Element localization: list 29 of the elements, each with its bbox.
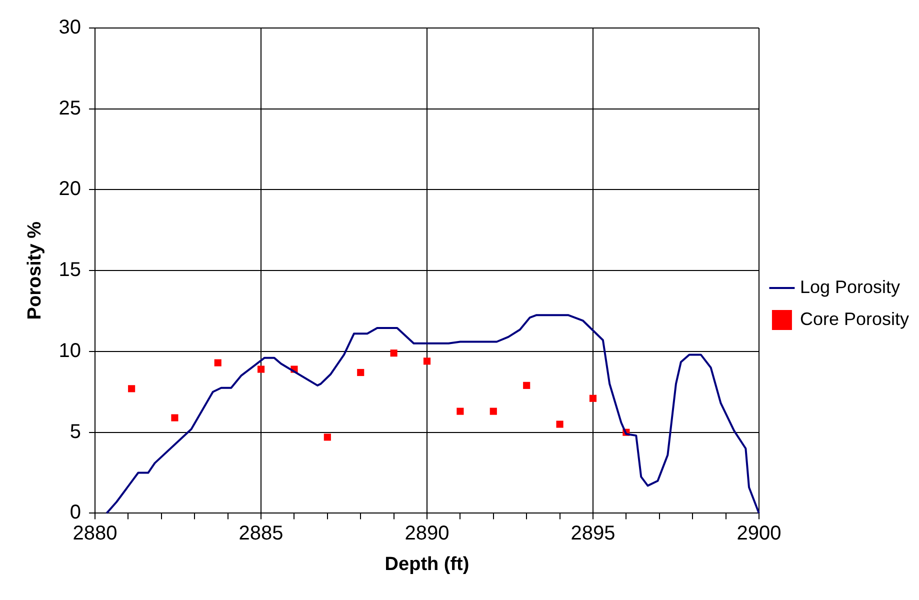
y-tick-label: 25 xyxy=(58,97,82,120)
x-tick-label: 2900 xyxy=(736,522,782,545)
point xyxy=(257,366,265,373)
y-axis-title: Porosity % xyxy=(24,221,46,320)
point xyxy=(214,359,222,366)
point xyxy=(556,420,564,428)
point xyxy=(589,394,597,402)
point xyxy=(390,350,398,357)
y-tick-label: 15 xyxy=(58,259,82,282)
legend-label: Core Porosity xyxy=(800,308,910,329)
point xyxy=(456,408,464,415)
point xyxy=(423,358,431,365)
point xyxy=(128,385,136,392)
y-tick-label: 20 xyxy=(58,178,82,200)
x-tick-label: 2885 xyxy=(238,522,284,545)
point xyxy=(324,434,331,441)
point xyxy=(171,414,178,422)
point xyxy=(357,368,364,376)
x-tick-label: 2895 xyxy=(570,522,616,545)
y-tick-label: 0 xyxy=(70,502,82,524)
y-tick-label: 5 xyxy=(70,420,82,443)
point xyxy=(523,382,530,389)
x-tick-label: 2890 xyxy=(404,522,450,545)
y-tick-label: 30 xyxy=(58,16,82,39)
point xyxy=(490,408,497,415)
x-tick-label: 2880 xyxy=(72,522,118,545)
y-tick-label: 10 xyxy=(58,340,82,362)
legend-label: Log Porosity xyxy=(800,276,900,297)
x-axis-title: Depth (ft) xyxy=(384,554,470,575)
